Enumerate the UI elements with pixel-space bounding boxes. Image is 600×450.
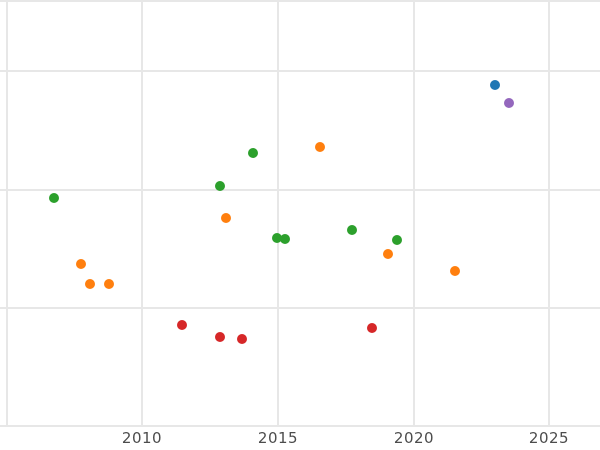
scatter-point-green <box>49 193 59 203</box>
horizontal-gridline <box>0 189 600 191</box>
horizontal-gridline <box>0 307 600 309</box>
scatter-point-red <box>237 334 247 344</box>
scatter-point-orange <box>221 213 231 223</box>
scatter-point-green <box>392 235 402 245</box>
horizontal-gridline <box>0 70 600 72</box>
scatter-point-green <box>272 233 282 243</box>
scatter-point-orange <box>76 259 86 269</box>
scatter-point-red <box>177 320 187 330</box>
scatter-point-green <box>347 225 357 235</box>
horizontal-gridline <box>0 0 600 2</box>
scatter-point-green <box>248 148 258 158</box>
x-tick-label: 2025 <box>528 429 570 447</box>
scatter-point-orange <box>383 249 393 259</box>
vertical-gridline <box>6 0 8 426</box>
scatter-point-green <box>280 234 290 244</box>
x-tick-label: 2010 <box>121 429 163 447</box>
scatter-point-red <box>367 323 377 333</box>
scatter-point-red <box>215 332 225 342</box>
scatter-point-orange <box>315 142 325 152</box>
vertical-gridline <box>141 0 143 426</box>
scatter-point-purple <box>504 98 514 108</box>
scatter-point-orange <box>450 266 460 276</box>
vertical-gridline <box>413 0 415 426</box>
vertical-gridline <box>548 0 550 426</box>
vertical-gridline <box>277 0 279 426</box>
x-tick-label: 2020 <box>393 429 435 447</box>
scatter-point-green <box>215 181 225 191</box>
x-tick-label: 2015 <box>257 429 299 447</box>
scatter-point-blue <box>490 80 500 90</box>
horizontal-gridline <box>0 425 600 427</box>
scatter-point-orange <box>104 279 114 289</box>
scatter-point-orange <box>85 279 95 289</box>
